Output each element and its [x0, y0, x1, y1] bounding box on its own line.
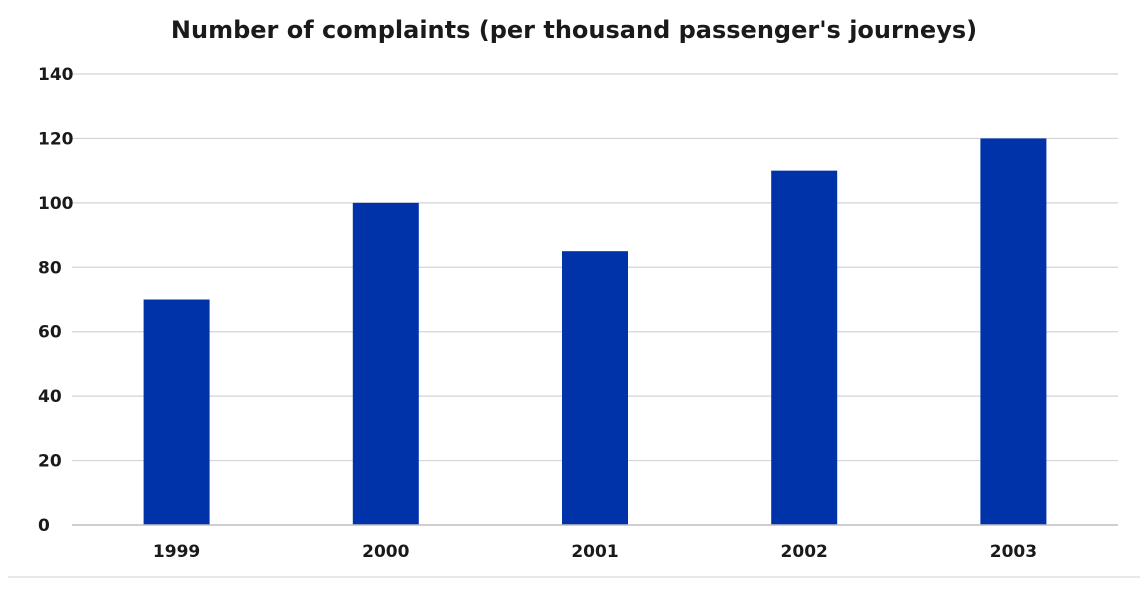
- x-tick-label: 2002: [781, 542, 828, 562]
- y-tick-label: 40: [38, 387, 62, 407]
- bar-2003: [980, 138, 1047, 525]
- x-tick-label: 1999: [153, 542, 200, 562]
- bar-2001: [562, 251, 628, 525]
- bar-2002: [771, 170, 838, 525]
- y-tick-label: 0: [38, 516, 50, 536]
- x-tick-label: 2003: [990, 542, 1037, 562]
- chart-title: Number of complaints (per thousand passe…: [171, 16, 977, 44]
- x-axis-tick-labels: 1999 2000 2001 2002 2003: [153, 542, 1037, 562]
- y-tick-label: 120: [38, 129, 74, 149]
- y-tick-label: 20: [38, 452, 62, 472]
- x-tick-label: 2000: [362, 542, 409, 562]
- y-tick-label: 140: [38, 65, 74, 85]
- bar-2000: [352, 202, 419, 525]
- y-tick-label: 80: [38, 258, 62, 278]
- x-tick-label: 2001: [571, 542, 618, 562]
- bars: [143, 138, 1047, 525]
- y-tick-label: 100: [38, 194, 74, 214]
- y-tick-label: 60: [38, 323, 62, 343]
- y-axis-tick-labels: 0 20 40 60 80 100 120 140: [38, 65, 74, 536]
- bar-1999: [143, 299, 210, 525]
